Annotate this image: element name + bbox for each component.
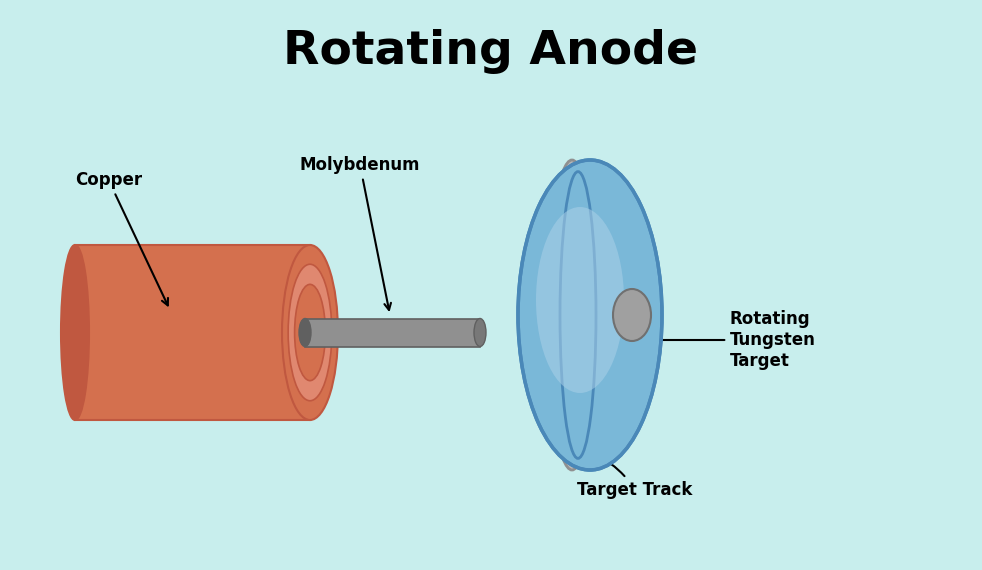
Ellipse shape [560,172,596,458]
Ellipse shape [548,160,596,470]
Ellipse shape [474,319,486,347]
Ellipse shape [613,289,651,341]
Ellipse shape [295,284,325,381]
Ellipse shape [61,245,89,420]
Bar [75,245,310,420]
Ellipse shape [288,264,332,401]
Ellipse shape [536,207,624,393]
Ellipse shape [299,319,311,347]
Bar [305,319,480,347]
Ellipse shape [518,160,662,470]
Ellipse shape [282,245,338,420]
Text: Rotating
Tungsten
Target: Rotating Tungsten Target [605,310,816,370]
Text: Copper: Copper [75,171,168,306]
Text: Rotating Anode: Rotating Anode [284,30,698,75]
Text: Molybdenum: Molybdenum [300,156,420,310]
Text: Target Track: Target Track [560,446,692,499]
Ellipse shape [559,166,601,464]
